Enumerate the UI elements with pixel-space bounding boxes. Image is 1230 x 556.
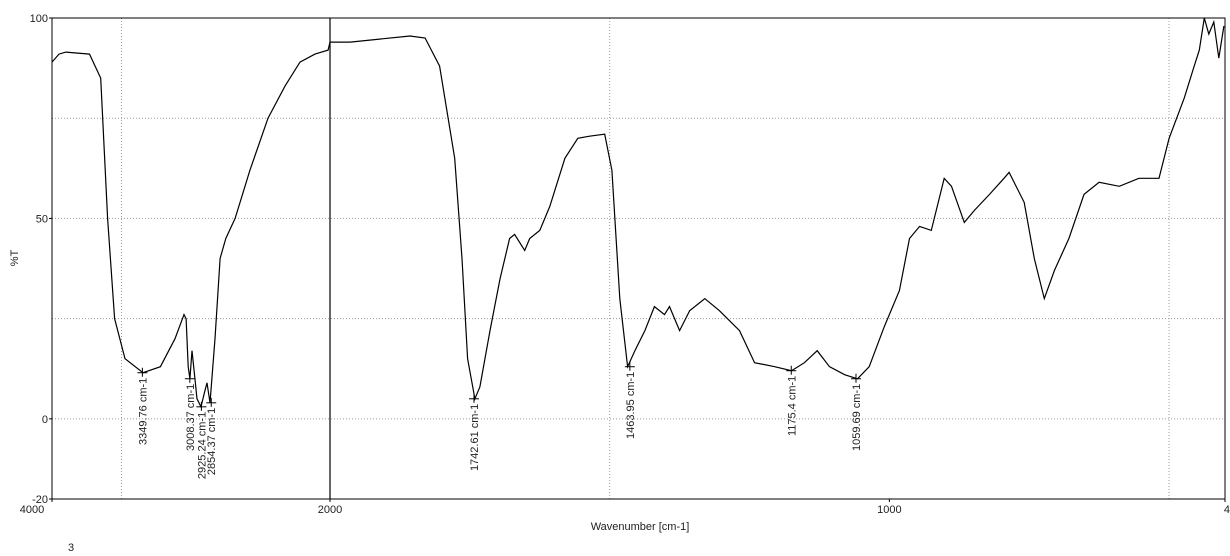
x-axis-label: Wavenumber [cm-1] xyxy=(591,521,690,533)
peak-label: 2854.37 cm-1 xyxy=(206,408,218,475)
y-tick-label: 0 xyxy=(42,414,48,426)
footnote: 3 xyxy=(68,542,74,554)
y-tick-label: 100 xyxy=(30,13,48,25)
x-tick-label: 2000 xyxy=(318,504,342,516)
x-tick-label: 400 xyxy=(1224,504,1230,516)
peak-label: 2925.24 cm-1 xyxy=(196,412,208,479)
x-tick-label: 1000 xyxy=(877,504,901,516)
peak-label: 3008.37 cm-1 xyxy=(185,384,197,451)
x-tick-label: 4000 xyxy=(20,504,44,516)
peak-label: 1059.69 cm-1 xyxy=(851,384,863,451)
plot-frame xyxy=(51,17,1226,500)
y-tick-label: 50 xyxy=(36,213,48,225)
peak-label: 1175.4 cm-1 xyxy=(786,376,798,436)
peak-label: 1463.95 cm-1 xyxy=(625,372,637,439)
peak-label: 1742.61 cm-1 xyxy=(469,404,481,471)
peak-label: 3349.76 cm-1 xyxy=(137,378,149,445)
spectrum-line xyxy=(51,17,1225,409)
y-tick-label: -20 xyxy=(32,494,48,506)
y-axis-label: %T xyxy=(9,249,21,266)
